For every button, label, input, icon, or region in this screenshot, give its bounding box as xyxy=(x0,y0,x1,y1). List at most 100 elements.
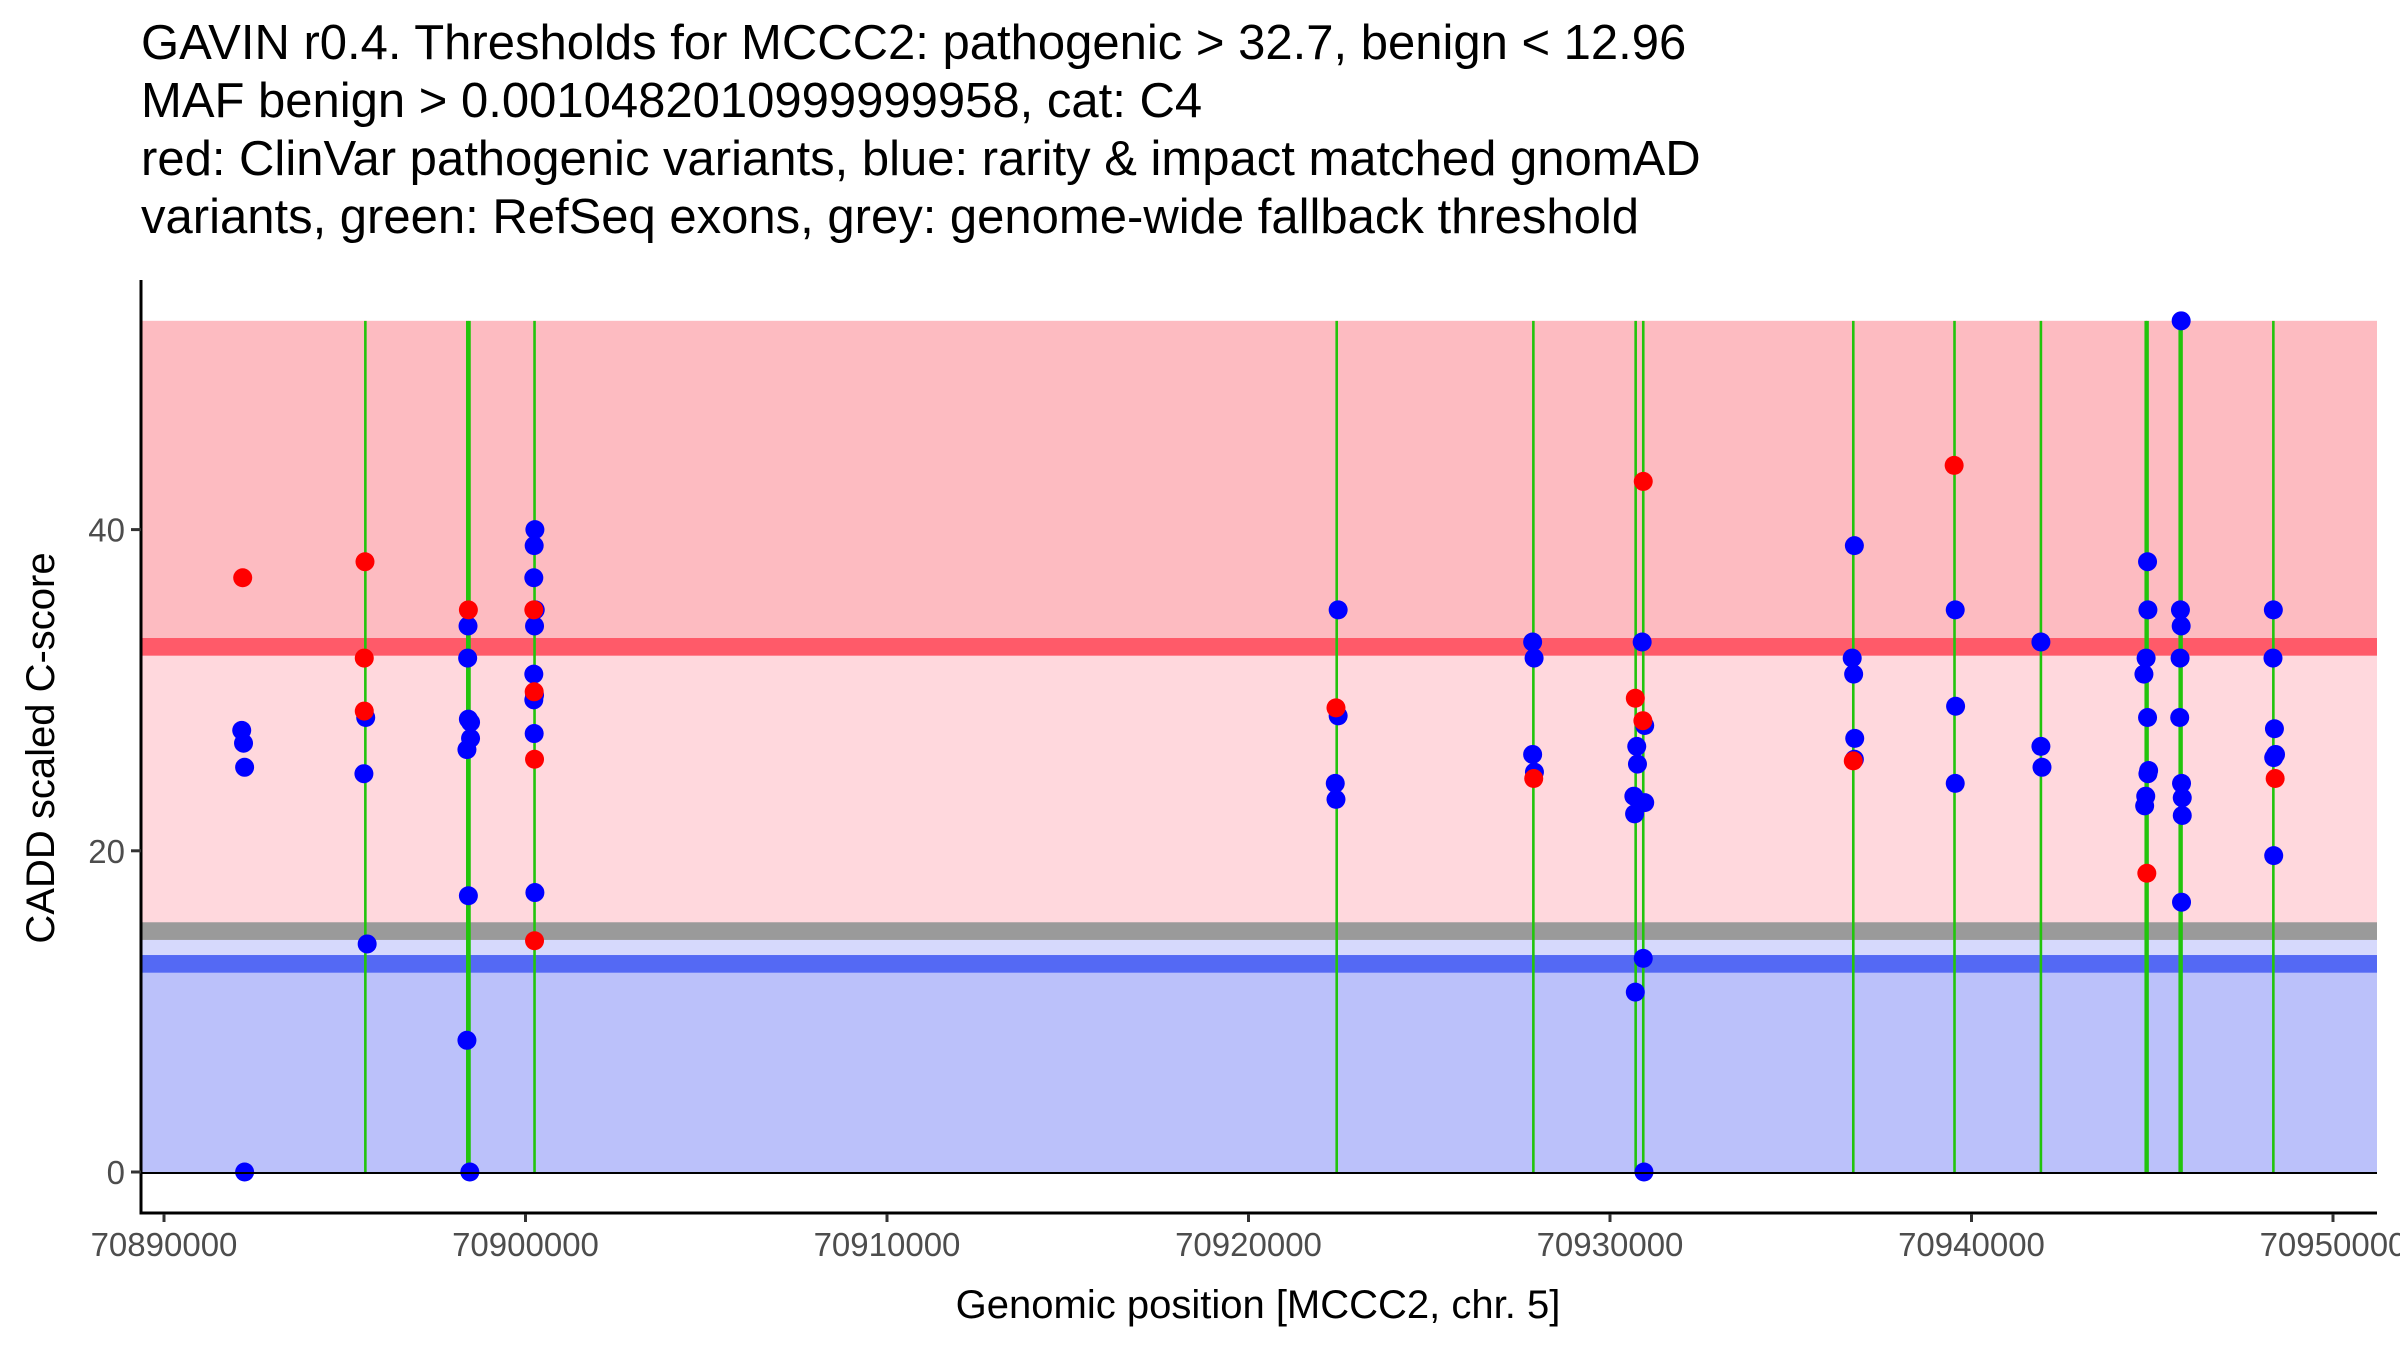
gnomad-point xyxy=(1945,773,1965,793)
clinvar-point xyxy=(1843,751,1863,771)
gnomad-point xyxy=(525,616,545,636)
clinvar-point xyxy=(525,749,545,769)
fallback-threshold-band xyxy=(141,922,2377,940)
gnomad-point xyxy=(1523,632,1543,652)
clinvar-point xyxy=(355,552,375,572)
y-tick-label: 40 xyxy=(88,512,125,549)
pathogenic-region xyxy=(141,320,2377,647)
gnomad-point xyxy=(2138,764,2158,784)
gnomad-point xyxy=(1325,773,1345,793)
y-axis-ticks: 0 20 40 xyxy=(88,512,141,1191)
gnomad-point xyxy=(1842,648,1862,668)
clinvar-point xyxy=(354,648,374,668)
gnomad-point xyxy=(2170,708,2190,728)
gnomad-point xyxy=(1625,804,1645,824)
gnomad-point xyxy=(1845,728,1865,748)
clinvar-point xyxy=(2265,769,2285,789)
gnomad-point xyxy=(2172,788,2192,808)
gnomad-point xyxy=(457,740,477,760)
gnomad-point xyxy=(2170,600,2190,620)
gnomad-point xyxy=(1844,664,1864,684)
x-tick-label: 70900000 xyxy=(452,1226,599,1263)
gnomad-point xyxy=(525,520,545,540)
gnomad-point xyxy=(1523,744,1543,764)
gnomad-point xyxy=(2264,719,2284,739)
clinvar-point xyxy=(1633,711,1653,731)
gnomad-point xyxy=(2138,552,2158,572)
y-axis-title: CADD scaled C-score xyxy=(19,552,63,943)
gnomad-point xyxy=(524,664,544,684)
chart-title: GAVIN r0.4. Thresholds for MCCC2: pathog… xyxy=(141,14,1701,246)
x-tick-label: 70950000 xyxy=(2260,1226,2400,1263)
gnomad-point xyxy=(2031,632,2051,652)
title-line-3: red: ClinVar pathogenic variants, blue: … xyxy=(141,132,1701,186)
uncertain-region xyxy=(141,646,2377,932)
gnomad-point xyxy=(1633,948,1653,968)
gnomad-point xyxy=(2263,600,2283,620)
gnomad-point xyxy=(458,886,478,906)
gnomad-point xyxy=(2264,748,2284,768)
gnomad-point xyxy=(2263,648,2283,668)
clinvar-point xyxy=(524,682,544,702)
gnomad-point xyxy=(1326,789,1346,809)
title-line-2: MAF benign > 0.0010482010999999958, cat:… xyxy=(141,74,1203,128)
gnomad-point xyxy=(2031,736,2051,756)
gnomad-point xyxy=(2172,892,2192,912)
clinvar-point xyxy=(524,600,544,620)
gnomad-point xyxy=(1945,600,1965,620)
gnomad-point xyxy=(234,733,254,753)
clinvar-point xyxy=(2137,863,2157,883)
data-points xyxy=(232,311,2286,1182)
clinvar-point xyxy=(1524,769,1544,789)
gnomad-point xyxy=(2172,805,2192,825)
gnomad-point xyxy=(458,616,478,636)
gnomad-point xyxy=(235,757,255,777)
gnomad-point xyxy=(525,883,545,903)
gnomad-point xyxy=(2136,648,2156,668)
gnomad-point xyxy=(1844,536,1864,556)
x-tick-label: 70920000 xyxy=(1175,1226,1322,1263)
clinvar-point xyxy=(458,600,478,620)
y-tick-label: 20 xyxy=(88,833,125,870)
clinvar-point xyxy=(354,701,374,721)
gnomad-point xyxy=(2171,311,2191,331)
x-tick-label: 70890000 xyxy=(91,1226,238,1263)
gnomad-point xyxy=(1524,648,1544,668)
gnomad-point xyxy=(357,934,377,954)
gnomad-point xyxy=(1625,982,1645,1002)
gnomad-point xyxy=(2032,757,2052,777)
clinvar-point xyxy=(1944,455,1964,475)
x-axis-title: Genomic position [MCCC2, chr. 5] xyxy=(956,1283,1561,1327)
clinvar-point xyxy=(1633,471,1653,491)
gnomad-point xyxy=(524,568,544,588)
gnomad-point xyxy=(1632,632,1652,652)
gnomad-point xyxy=(1627,736,1647,756)
gnomad-point xyxy=(2172,773,2192,793)
x-tick-label: 70930000 xyxy=(1537,1226,1684,1263)
pathogenic-threshold-band xyxy=(141,638,2377,656)
gnomad-point xyxy=(1946,696,1966,716)
gnomad-point xyxy=(354,764,374,784)
gnomad-point xyxy=(2135,796,2155,816)
clinvar-point xyxy=(1326,698,1346,718)
gnomad-point xyxy=(458,648,478,668)
title-line-1: GAVIN r0.4. Thresholds for MCCC2: pathog… xyxy=(141,16,1687,70)
gnomad-point xyxy=(1627,754,1647,774)
x-tick-label: 70940000 xyxy=(1898,1226,2045,1263)
x-tick-label: 70910000 xyxy=(814,1226,961,1263)
title-line-4: variants, green: RefSeq exons, grey: gen… xyxy=(141,190,1640,244)
x-axis-ticks: 70890000 70900000 70910000 70920000 70930000… xyxy=(91,1214,2400,1263)
gnomad-point xyxy=(2134,664,2154,684)
clinvar-point xyxy=(233,568,253,588)
clinvar-point xyxy=(525,931,545,951)
gnomad-point xyxy=(461,712,481,732)
y-tick-label: 0 xyxy=(107,1154,125,1191)
gnomad-point xyxy=(2170,648,2190,668)
gnomad-point xyxy=(2264,846,2284,866)
benign-threshold-band xyxy=(141,955,2377,973)
clinvar-point xyxy=(1625,688,1645,708)
gnomad-point xyxy=(2138,600,2158,620)
benign-region xyxy=(141,963,2377,1172)
gnomad-point xyxy=(524,724,544,744)
